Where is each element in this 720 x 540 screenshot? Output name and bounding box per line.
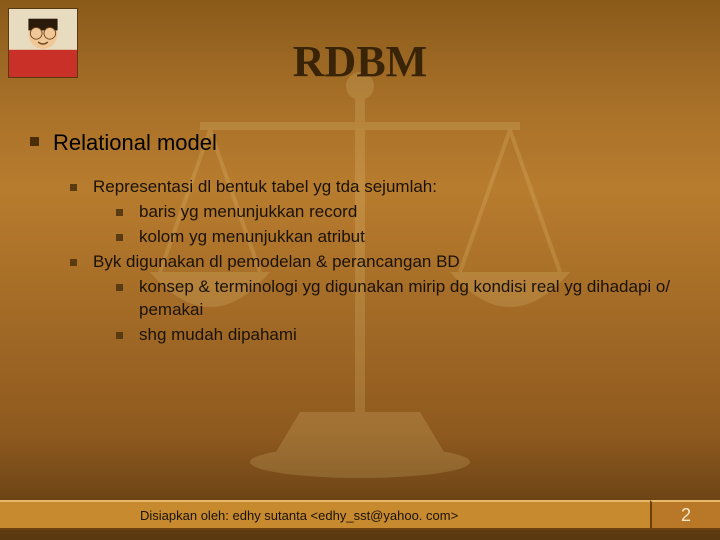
page-number: 2 [650,500,720,530]
footer-bar: Disiapkan oleh: edhy sutanta <edhy_sst@y… [0,500,720,530]
list-item: baris yg menunjukkan record [139,201,690,224]
bullet-icon [116,284,123,291]
footer-text: Disiapkan oleh: edhy sutanta <edhy_sst@y… [0,500,650,530]
list-item: konsep & terminologi yg digunakan mirip … [139,276,690,322]
slide-title: RDBM [0,36,720,87]
bullet-icon [116,209,123,216]
bullet-icon [70,259,77,266]
list-item: Representasi dl bentuk tabel yg tda seju… [93,176,690,199]
bullet-icon [70,184,77,191]
bullet-icon [116,332,123,339]
list-item: shg mudah dipahami [139,324,690,347]
bullet-icon [30,137,39,146]
list-item: Byk digunakan dl pemodelan & perancangan… [93,251,690,274]
bullet-icon [116,234,123,241]
heading-text: Relational model [53,130,690,156]
list-item: kolom yg menunjukkan atribut [139,226,690,249]
slide-content: Relational model Representasi dl bentuk … [30,130,690,349]
